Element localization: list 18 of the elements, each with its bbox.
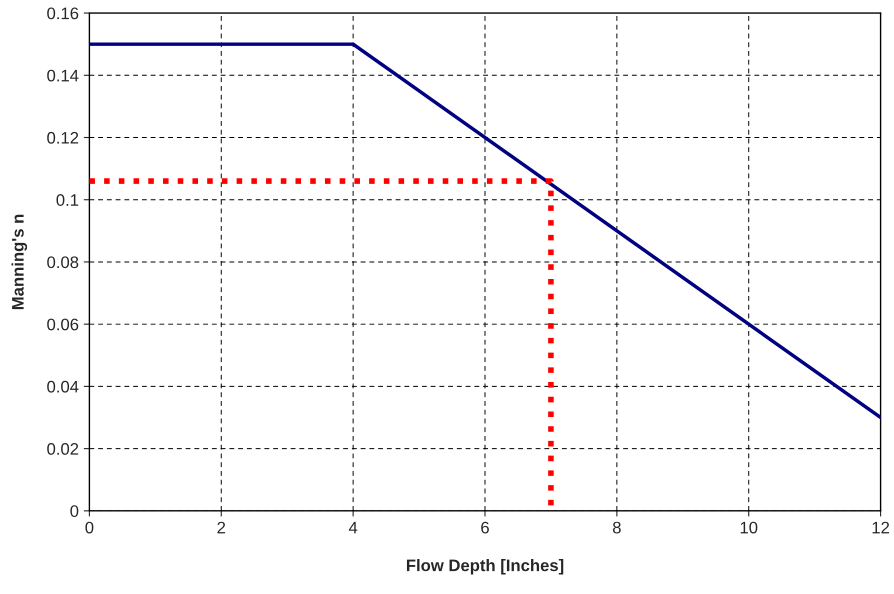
x-tick-label: 10 <box>740 522 758 534</box>
x-tick-label: 6 <box>481 522 489 534</box>
y-tick-label: 0.02 <box>47 443 78 455</box>
y-tick-label: 0.1 <box>56 194 78 206</box>
y-tick-label: 0.08 <box>47 256 78 268</box>
y-tick-label: 0.06 <box>47 318 78 330</box>
y-tick-label: 0.12 <box>47 132 78 144</box>
x-tick-label: 4 <box>348 522 358 534</box>
x-tick-label: 2 <box>217 522 226 534</box>
y-tick-label: 0.04 <box>47 380 78 393</box>
y-tick-label: 0.16 <box>47 7 78 20</box>
y-axis-title: Manning's n <box>11 214 28 310</box>
y-tick-label: 0 <box>70 505 78 518</box>
x-axis-title: Flow Depth [Inches] <box>406 559 564 575</box>
y-tick-label: 0.14 <box>47 70 78 82</box>
x-tick-label: 8 <box>612 522 621 534</box>
x-tick-label: 0 <box>85 522 94 534</box>
x-tick-label: 12 <box>872 522 890 534</box>
